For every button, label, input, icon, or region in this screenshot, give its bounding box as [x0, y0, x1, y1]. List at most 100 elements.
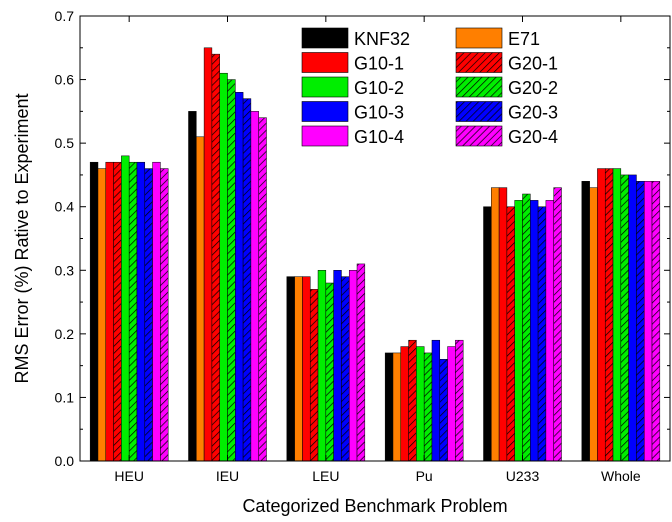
bar-whole-g10-2: [612, 168, 622, 462]
bar-ieu-g10-4: [250, 111, 259, 462]
legend-label: G10-1: [354, 54, 404, 74]
bar-pu-g20-2: [423, 352, 433, 462]
bar-heu-knf32: [89, 161, 99, 462]
bar-leu-g10-3: [333, 270, 342, 462]
legend-swatch: [301, 101, 349, 122]
bar-ieu-g10-2: [219, 72, 228, 462]
bar-whole-g10-4: [643, 181, 653, 462]
y-tick-label: 0.4: [55, 199, 75, 215]
legend-label: G20-4: [508, 127, 558, 147]
bars-layer: [89, 47, 661, 462]
legend-swatch: [455, 76, 503, 98]
bar-whole-e71: [589, 187, 598, 462]
bar-heu-g10-4: [152, 161, 161, 462]
x-tick-label: U233: [506, 468, 540, 484]
bar-u233-e71: [491, 187, 500, 462]
bar-heu-g10-3: [136, 161, 146, 462]
legend-label: G10-2: [354, 78, 404, 98]
bar-whole-knf32: [581, 181, 590, 462]
bar-leu-g10-4: [348, 270, 358, 462]
bar-u233-g20-4: [553, 187, 562, 462]
bar-heu-g10-2: [121, 155, 130, 462]
y-tick-label: 0.3: [55, 262, 75, 278]
bar-pu-e71: [392, 352, 402, 462]
bar-heu-g20-4: [160, 168, 169, 462]
legend-label: G20-2: [508, 78, 558, 98]
legend-label: G10-4: [354, 127, 404, 147]
bar-leu-g10-1: [302, 276, 311, 462]
x-axis: HEU IEU LEU Pu U233 Whole: [114, 16, 641, 484]
bar-leu-g20-4: [356, 263, 366, 462]
x-axis-label: Categorized Benchmark Problem: [242, 496, 507, 516]
bar-pu-g10-3: [431, 339, 441, 462]
x-tick-label: Whole: [601, 468, 641, 484]
legend: KNF32 E71 G10-1 G20-1 G10-2 G20-2 G10-3 G20-3 G1…: [301, 27, 558, 147]
bar-ieu-g20-4: [258, 117, 267, 462]
bar-u233-g10-3: [530, 200, 539, 462]
bar-ieu-knf32: [188, 111, 197, 462]
bar-pu-g20-3: [439, 359, 448, 462]
legend-item-g10-3: G10-3: [301, 101, 404, 123]
bar-whole-g10-1: [597, 168, 606, 462]
legend-label: G10-3: [354, 103, 404, 123]
bar-u233-g20-2: [522, 193, 531, 462]
y-tick-label: 0.2: [55, 326, 75, 342]
bar-u233-g20-1: [506, 206, 515, 462]
bar-pu-g20-4: [455, 339, 464, 462]
bar-leu-g20-2: [325, 282, 334, 462]
x-tick-label: HEU: [114, 468, 144, 484]
x-tick-label: LEU: [312, 468, 339, 484]
bar-whole-g20-1: [604, 168, 614, 462]
bar-whole-g10-3: [628, 174, 637, 462]
bar-pu-knf32: [384, 352, 394, 462]
bar-heu-g20-2: [128, 161, 138, 462]
bar-u233-g20-3: [537, 206, 547, 462]
legend-swatch: [301, 125, 349, 147]
bar-u233-g10-1: [498, 187, 508, 462]
legend-swatch: [455, 101, 503, 122]
legend-item-knf32: KNF32: [301, 27, 410, 49]
legend-swatch: [301, 52, 349, 73]
legend-item-g20-3: G20-3: [455, 101, 558, 123]
y-tick-label: 0.6: [55, 72, 75, 88]
legend-swatch: [455, 52, 503, 73]
bar-leu-g20-3: [341, 276, 350, 462]
bar-pu-g20-1: [408, 339, 417, 462]
bar-leu-g10-2: [317, 270, 327, 462]
y-tick-label: 0.0: [55, 453, 75, 469]
bar-heu-g20-1: [113, 161, 122, 462]
legend-swatch: [301, 76, 349, 98]
y-tick-label: 0.5: [55, 135, 75, 151]
y-axis: 0.0 0.1 0.2 0.3 0.4 0.5 0.6 0.7: [55, 8, 670, 469]
legend-item-g10-2: G10-2: [301, 76, 404, 98]
bar-pu-g10-4: [447, 346, 456, 462]
legend-item-g20-1: G20-1: [455, 52, 558, 74]
bar-heu-g20-3: [144, 168, 153, 462]
bar-leu-e71: [294, 276, 303, 462]
bar-ieu-e71: [196, 136, 205, 462]
bar-whole-g20-4: [651, 181, 661, 462]
legend-item-g10-4: G10-4: [301, 125, 404, 147]
legend-item-g20-2: G20-2: [455, 76, 558, 98]
bar-ieu-g20-1: [211, 53, 220, 462]
x-tick-label: IEU: [216, 468, 239, 484]
bar-u233-knf32: [483, 206, 492, 462]
bar-ieu-g10-1: [203, 47, 213, 462]
legend-label: G20-1: [508, 54, 558, 74]
legend-swatch: [455, 125, 503, 147]
bar-leu-g20-1: [309, 289, 319, 462]
bar-leu-knf32: [286, 276, 295, 462]
legend-item-g20-4: G20-4: [455, 125, 558, 147]
bar-pu-g10-1: [400, 346, 409, 462]
bar-u233-g10-2: [514, 200, 523, 462]
bar-whole-g20-2: [620, 174, 629, 462]
legend-label: G20-3: [508, 103, 558, 123]
bar-ieu-g10-3: [235, 92, 244, 462]
y-axis-label: RMS Error (%) Rative to Experiment: [12, 93, 32, 383]
bar-pu-g10-2: [416, 346, 425, 462]
bar-ieu-g20-2: [227, 79, 236, 462]
bar-whole-g20-3: [636, 181, 645, 462]
y-tick-label: 0.7: [55, 8, 75, 24]
legend-label: E71: [508, 29, 540, 49]
